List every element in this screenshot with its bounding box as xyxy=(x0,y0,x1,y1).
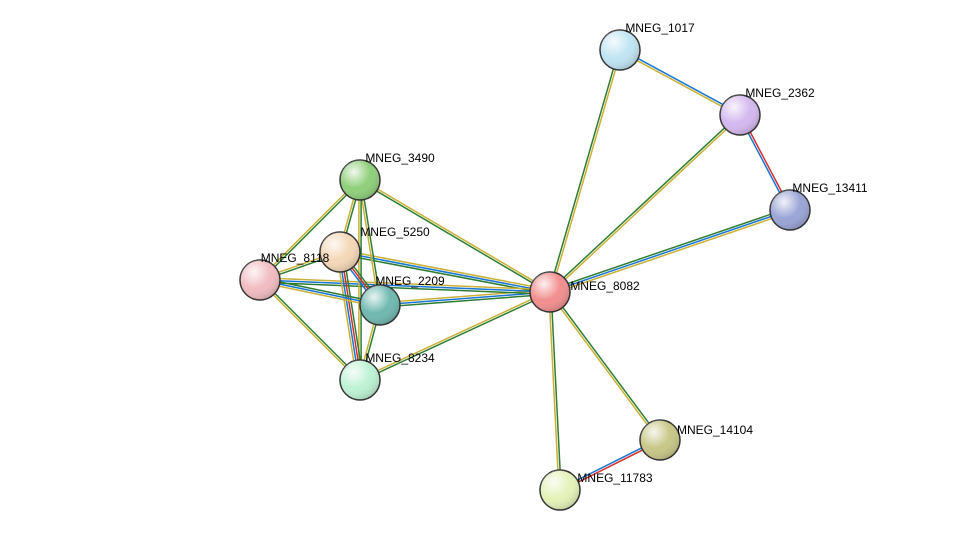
edge xyxy=(551,116,741,293)
node-MNEG_2209[interactable] xyxy=(360,285,400,325)
edge xyxy=(551,291,661,439)
edge xyxy=(549,208,789,290)
network-diagram: MNEG_8082MNEG_2209MNEG_5250MNEG_8118MNEG… xyxy=(0,0,976,543)
node-MNEG_1017[interactable] xyxy=(600,30,640,70)
nodes-layer xyxy=(240,30,810,510)
node-MNEG_13411[interactable] xyxy=(770,190,810,230)
edge xyxy=(549,50,619,292)
node-MNEG_8082[interactable] xyxy=(530,272,570,312)
edge xyxy=(549,293,659,441)
node-MNEG_8118[interactable] xyxy=(240,260,280,300)
node-MNEG_3490[interactable] xyxy=(340,160,380,200)
node-MNEG_2362[interactable] xyxy=(720,95,760,135)
edge xyxy=(550,210,790,292)
node-MNEG_8234[interactable] xyxy=(340,360,380,400)
node-MNEG_5250[interactable] xyxy=(320,232,360,272)
graph-svg xyxy=(0,0,976,543)
edge xyxy=(549,292,559,490)
edge xyxy=(551,212,791,294)
edge xyxy=(340,250,550,290)
node-MNEG_14104[interactable] xyxy=(640,420,680,460)
edge xyxy=(551,292,561,490)
node-MNEG_11783[interactable] xyxy=(540,470,580,510)
